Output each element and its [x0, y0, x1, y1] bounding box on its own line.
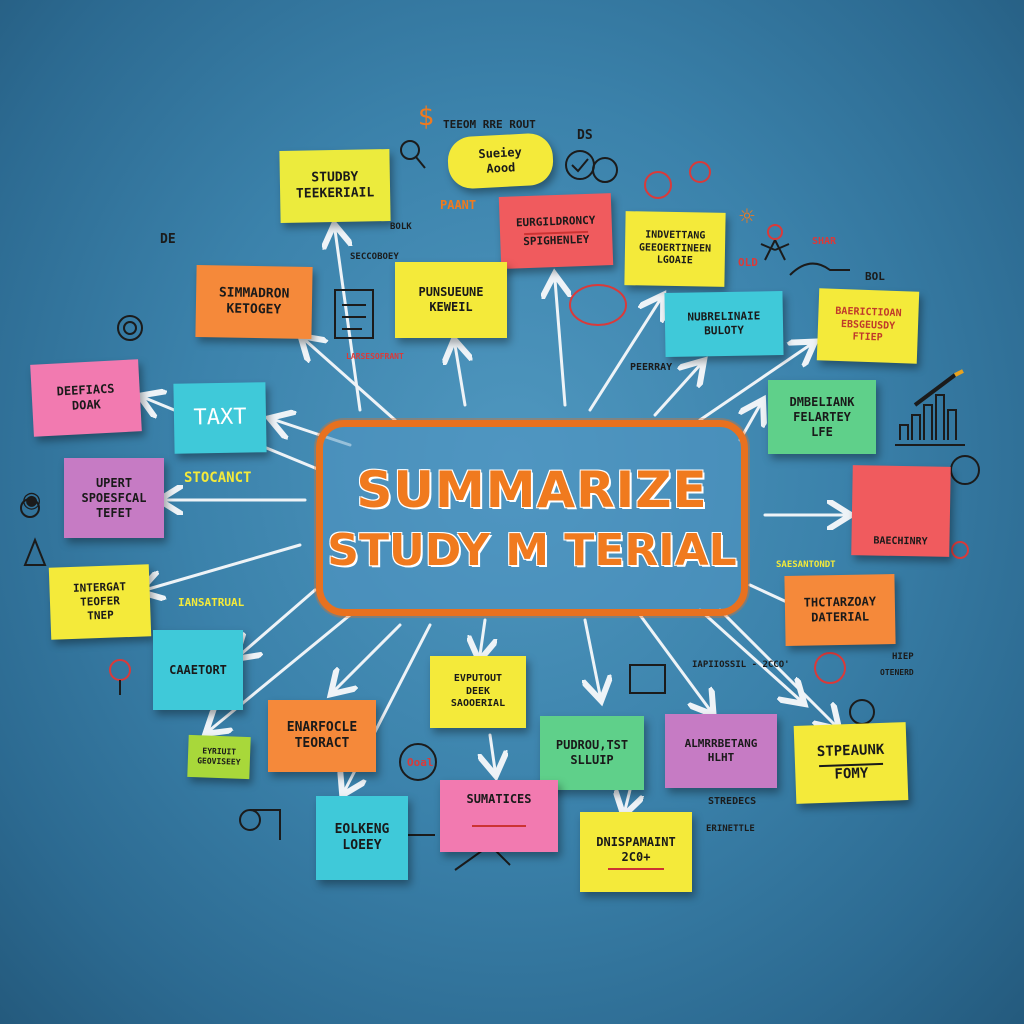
sticky-note: STPEAUNK FOMY [793, 722, 909, 804]
arrow [585, 618, 600, 695]
arrow [698, 345, 810, 422]
central-title-box: SUMMARIZE STUDY M TERIAL [316, 420, 748, 616]
bulb-icon: ☼ [738, 204, 756, 228]
pencil-icon [913, 373, 957, 407]
arrow [335, 230, 362, 412]
title-line-1: SUMMARIZE [356, 460, 708, 519]
doodle-text: PEERRAY [630, 362, 673, 373]
sticky-note: CAAETORT [153, 630, 243, 710]
doodle-text: DS [577, 128, 593, 143]
arrow [240, 588, 317, 655]
doodle-text: Ooal [407, 756, 434, 769]
arrow [638, 613, 710, 710]
stick-figure-icon [760, 239, 790, 261]
checklist-icon [334, 289, 374, 339]
doodle-text: ERINETTLE [706, 824, 755, 834]
magnifier-icon [400, 140, 420, 160]
sticky-note: EYRIUIT GEOVISEEY [187, 734, 251, 780]
sticky-note: SIMMADRON KETOGEY [195, 264, 313, 340]
arrow [588, 300, 660, 412]
sticky-note: BAECHINRY [851, 465, 951, 557]
arrow [455, 345, 465, 407]
doodle-text: TEEOM RRE ROUT [443, 118, 536, 131]
sticky-note: ENARFOCLE TEORACT [268, 700, 376, 772]
title-line-2: STUDY M TERIAL [327, 524, 737, 576]
arrow [555, 280, 565, 407]
doodle-text: STREDECS [708, 796, 757, 807]
check-circle-icon [565, 150, 595, 180]
doodle-text: IAPIIOSSIL - 2CCO' [692, 660, 790, 670]
doodle-text: BOL [865, 270, 885, 283]
doodle-text: IANSATRUAL [178, 596, 245, 609]
sticky-note: UPERT SPOESFCAL TEFET [64, 458, 164, 538]
arrow [718, 608, 835, 725]
sticky-note: ALMRRBETANG HLHT [665, 714, 777, 788]
speech-bubble-icon [399, 743, 437, 781]
target-icon [117, 315, 143, 341]
doodle-text: DE [160, 232, 176, 247]
doodle-text: SHAR [812, 236, 837, 247]
sticky-note: PUDROU,TST SLLUIP [540, 716, 644, 790]
sticky-note: NUBRELINAIE BULOTY [664, 290, 784, 358]
sticky-note: DMBELIANK FELARTEY LFE [768, 380, 876, 454]
doodle-text: BOLK [390, 222, 412, 232]
arrow [335, 623, 402, 690]
doodle-text: STOCANCT [184, 470, 252, 486]
doodle-text: PAANT [440, 198, 477, 212]
doodle-text: SECCOBOEY [350, 252, 399, 262]
sticky-note: INDVETTANG GEEOERTINEEN LGOAIE [624, 211, 726, 287]
sticky-note: SUMATICES [440, 780, 558, 852]
exclamation-icon [950, 455, 980, 485]
sticky-note: EOLKENG LOEEY [316, 796, 408, 880]
sticky-note: EVPUTOUT DEEK SAOOERIAL [430, 656, 526, 728]
arrow [480, 618, 485, 655]
sticky-note: INTERGAT TEOFER TNEP [48, 564, 152, 640]
sticky-note: BAERICTIOAN EBSGEUSDY FTIEP [816, 288, 920, 364]
sticky-note: EURGILDRONCY SPIGHENLEY [498, 193, 614, 269]
arrow [145, 543, 302, 590]
doodle-text: OTENERD [880, 668, 914, 677]
arrow [305, 340, 397, 422]
arrow [698, 608, 800, 700]
doodle-text: HIEP [892, 652, 914, 662]
doodle-text: SAESANTONDT [776, 560, 836, 570]
arrow [653, 365, 700, 417]
bomb-icon: ◉ [22, 488, 42, 513]
sticky-note: DEEFIACS DOAK [30, 359, 142, 437]
sticky-note: STUDBY TEEKERIAIL [279, 149, 391, 223]
arrow [210, 613, 352, 730]
doodle-text: LARSESOFRANT [346, 352, 404, 361]
sticky-note: TAXT [173, 382, 267, 454]
doodle-text: OLD [738, 256, 758, 269]
sticky-note: DNISPAMAINT 2C0+ [580, 812, 692, 892]
sticky-note: THCTARZOAY DATERIAL [784, 574, 896, 646]
sticky-note: PUNSUEUNE KEWEIL [395, 262, 507, 338]
arrow [625, 788, 630, 810]
bar-chart-icon [899, 394, 957, 440]
arrow [490, 733, 495, 770]
dollar-sign-icon: $ [418, 102, 435, 132]
speech-bubble-note: Sueiey Aood [446, 132, 555, 190]
